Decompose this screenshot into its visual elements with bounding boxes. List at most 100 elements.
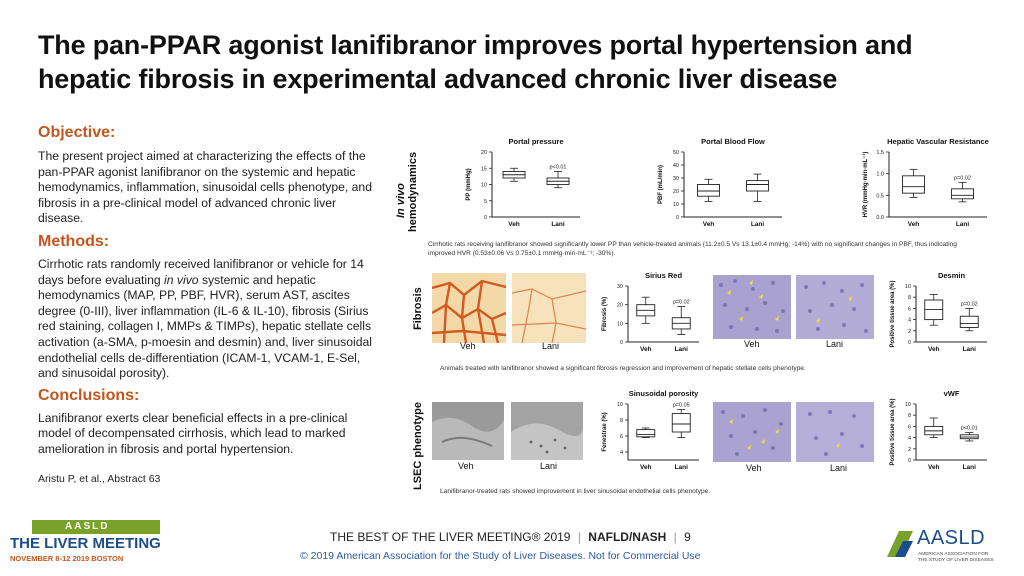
sem-label-veh: Veh	[458, 461, 474, 471]
chart-title: Hepatic Vascular Resistance	[887, 137, 989, 146]
methods-text: Cirrhotic rats randomly received lanifib…	[38, 257, 374, 382]
y-tick-label: 6	[908, 424, 911, 430]
y-tick-label: 40	[673, 163, 679, 169]
y-tick-label: 20	[481, 150, 487, 156]
y-tick-label: 4	[908, 436, 911, 442]
sem-photo-veh	[432, 402, 504, 460]
box	[746, 180, 769, 192]
logo-left-top: AASLD	[65, 521, 110, 532]
sem-photo-lani	[511, 402, 583, 460]
page-number: 9	[684, 530, 691, 544]
y-axis-label: Positive tissue area (%)	[890, 280, 896, 347]
y-axis-label: Positive tissue area (%)	[890, 398, 896, 465]
y-tick-label: 30	[617, 284, 623, 290]
chart-portal-blood-flow: Portal Blood Flow 0 10 20 30 40 50 PBF (mL/min)…	[658, 137, 782, 228]
box	[697, 184, 720, 197]
x-tick-label: Veh	[928, 346, 940, 353]
chart-title: Desmin	[938, 271, 966, 280]
x-tick-label: Lani	[963, 464, 977, 471]
chart-title: Portal Blood Flow	[701, 137, 765, 146]
chart-title: Sinusoidal porosity	[629, 389, 699, 398]
logo-band	[32, 520, 160, 534]
chart-vwf: vWF 0 2 4 6 8 10 Positive tissue area (%) Veh Lan…	[890, 389, 987, 471]
reference: Aristu P, et al., Abstract 63	[38, 472, 161, 485]
y-axis-label: Fenestrae (%)	[602, 412, 608, 451]
significance-label: p<0.01	[550, 165, 567, 171]
box	[951, 188, 974, 200]
y-tick-label: 10	[905, 284, 911, 290]
x-tick-label: Lani	[675, 464, 689, 471]
x-tick-label: Veh	[508, 221, 520, 228]
y-tick-label: 4	[620, 450, 623, 456]
logo-right-sub-2: THE STUDY OF LIVER DISEASES	[918, 558, 994, 563]
y-tick-label: 5	[484, 199, 487, 205]
methods-heading: Methods:	[38, 232, 110, 250]
x-tick-label: Lani	[963, 346, 977, 353]
x-tick-label: Veh	[640, 464, 652, 471]
vwf-photo-veh	[713, 402, 791, 462]
caption-fibrosis: Animals treated with lanifibranor showed…	[440, 365, 806, 372]
slide-title: The pan-PPAR agonist lanifibranor improv…	[38, 30, 913, 94]
sirius-red-photo-veh	[432, 273, 506, 343]
chart-title: vWF	[944, 389, 960, 398]
y-tick-label: 10	[617, 402, 623, 408]
box	[671, 413, 691, 433]
x-tick-label: Lani	[675, 346, 689, 353]
chart-title: Portal pressure	[508, 137, 563, 146]
box	[959, 315, 979, 328]
chart-sirius-red: Sirius Red 0 10 20 30 Fibrosis (%) Veh Lani p=0.…	[602, 271, 699, 353]
row-label-fibrosis: Fibrosis	[412, 287, 424, 330]
y-tick-label: 10	[617, 321, 623, 327]
chart-portal-pressure: Portal pressure 0 5 10 15 20 PP (mmHg) Veh Lani p…	[466, 137, 580, 228]
y-tick-label: 50	[673, 150, 679, 156]
y-tick-label: 8	[908, 295, 911, 301]
x-tick-label: Lani	[751, 221, 765, 228]
sirius-label-lani: Lani	[542, 341, 560, 351]
y-tick-label: 10	[481, 183, 487, 189]
logo-right-main: AASLD	[917, 527, 986, 549]
significance-label: p=0.02	[673, 300, 690, 306]
methods-text-2: systemic and hepatic hemodynamics (MAP, …	[38, 272, 372, 381]
conclusions-heading: Conclusions:	[38, 386, 140, 404]
y-tick-label: 8	[620, 418, 623, 424]
methods-text-1: Cirrhotic rats randomly received lanifib…	[38, 256, 364, 287]
y-axis-label: HVR (mmHg·min·mL⁻¹)	[862, 152, 869, 218]
chart-title: Sirius Red	[645, 271, 683, 280]
footer-separator: |	[577, 530, 581, 544]
row-label-lsec: LSEC phenotype	[412, 401, 424, 490]
y-tick-label: 2	[908, 447, 911, 453]
y-tick-label: 0	[620, 340, 623, 346]
y-tick-label: 0	[676, 215, 679, 221]
aasld-mark-icon	[887, 531, 913, 557]
y-axis-label: PP (mmHg)	[466, 168, 472, 200]
copyright: © 2019 American Association for the Stud…	[300, 550, 701, 562]
significance-label: p=0.02	[961, 301, 978, 307]
left-column: Objective: The present project aimed at …	[38, 124, 374, 487]
box	[636, 429, 656, 438]
y-tick-label: 0.0	[876, 215, 884, 221]
y-tick-label: 20	[617, 303, 623, 309]
x-tick-label: Veh	[908, 221, 920, 228]
y-tick-label: 8	[908, 413, 911, 419]
x-tick-label: Lani	[551, 221, 565, 228]
y-axis-label: PBF (mL/min)	[658, 165, 664, 204]
logo-right-sub-1: AMERICAN ASSOCIATION FOR	[918, 552, 989, 557]
chart-desmin: Desmin 0 2 4 6 8 10 Positive tissue area (%) Veh…	[890, 271, 987, 353]
y-tick-label: 2	[908, 329, 911, 335]
aasld-logo: AASLD AMERICAN ASSOCIATION FOR THE STUDY…	[885, 525, 1015, 571]
vwf-label-veh: Veh	[746, 463, 762, 473]
y-tick-label: 1.5	[876, 150, 884, 156]
y-tick-label: 0.5	[876, 193, 884, 199]
caption-hemodynamics: Cirrhotic rats receiving lanifibranor sh…	[428, 241, 957, 257]
logo-left-sub: NOVEMBER 8-12 2019 BOSTON	[10, 554, 124, 563]
desmin-label-veh: Veh	[744, 339, 760, 349]
y-tick-label: 0	[908, 340, 911, 346]
x-tick-label: Veh	[703, 221, 715, 228]
y-tick-label: 4	[908, 318, 911, 324]
logo-left-main: THE LIVER MEETING	[10, 535, 161, 552]
footer-separator-2: |	[673, 530, 677, 544]
footer-meeting: THE BEST OF THE LIVER MEETING® 2019	[330, 530, 571, 544]
sem-label-lani: Lani	[540, 461, 558, 471]
vwf-label-lani: Lani	[830, 463, 848, 473]
objective-heading: Objective:	[38, 124, 116, 141]
